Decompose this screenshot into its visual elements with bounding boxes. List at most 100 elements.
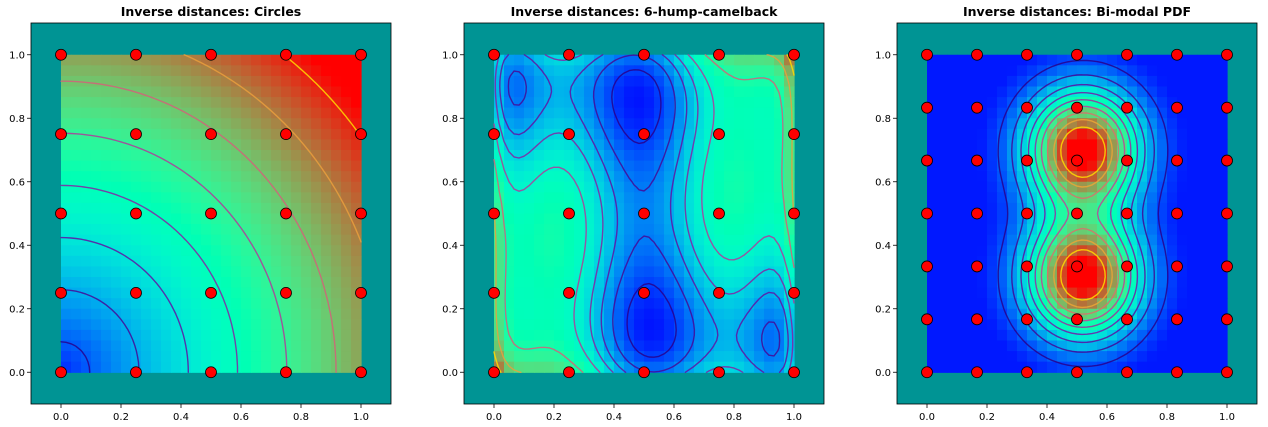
sample-point: [1021, 260, 1033, 273]
heatmap-cell: [71, 361, 82, 373]
heatmap-cell: [534, 361, 545, 373]
heatmap-cell: [704, 287, 715, 299]
heatmap-cell: [694, 277, 705, 289]
heatmap-cell: [1067, 266, 1078, 278]
heatmap-cell: [61, 245, 72, 257]
heatmap-cell: [624, 255, 635, 268]
heatmap-cell: [101, 287, 112, 299]
heatmap-cell: [341, 351, 352, 363]
heatmap-cell: [1097, 277, 1108, 289]
heatmap-cell: [221, 86, 232, 98]
heatmap-cell: [784, 245, 795, 257]
heatmap-cell: [694, 150, 705, 162]
heatmap-cell: [201, 86, 212, 98]
heatmap-cell: [614, 202, 625, 215]
heatmap-cell: [231, 308, 242, 320]
heatmap-cell: [764, 65, 775, 77]
contour-line: [1034, 99, 1132, 328]
heatmap-cell: [977, 351, 988, 363]
heatmap-cell: [1037, 54, 1048, 66]
heatmap-cell: [1217, 107, 1228, 119]
heatmap-cell: [1207, 107, 1218, 119]
heatmap-cell: [1067, 234, 1078, 246]
heatmap-cell: [331, 171, 342, 183]
heatmap-cell: [724, 97, 735, 109]
heatmap-cell: [584, 266, 595, 278]
heatmap-cell: [524, 171, 535, 183]
heatmap-cell: [241, 75, 252, 88]
heatmap-cell: [291, 65, 302, 77]
heatmap-cell: [271, 97, 282, 109]
heatmap-cell: [764, 86, 775, 98]
heatmap-cell: [654, 255, 665, 268]
heatmap-cell: [1207, 65, 1218, 77]
heatmap-cell: [1107, 224, 1118, 236]
heatmap-cell: [947, 128, 958, 141]
heatmap-cell: [1217, 181, 1228, 193]
heatmap-cell: [61, 202, 72, 215]
heatmap-cell: [997, 255, 1008, 268]
heatmap-cell: [201, 160, 212, 172]
heatmap-cell: [504, 245, 515, 257]
heatmap-cell: [331, 245, 342, 257]
heatmap-cell: [1187, 128, 1198, 141]
heatmap-cell: [1177, 107, 1188, 119]
y-tick-label: 0.0: [875, 368, 891, 379]
heatmap-cell: [201, 245, 212, 257]
heatmap-cell: [331, 160, 342, 172]
heatmap-cell: [987, 287, 998, 299]
heatmap-cell: [161, 329, 172, 342]
heatmap-cell: [1147, 298, 1158, 310]
heatmap-cell: [544, 65, 555, 77]
heatmap-cell: [151, 361, 162, 373]
heatmap-cell: [574, 351, 585, 363]
heatmap-cell: [624, 234, 635, 246]
heatmap-cell: [784, 118, 795, 130]
heatmap-cell: [684, 65, 695, 77]
heatmap-cell: [1187, 277, 1198, 289]
heatmap-cell: [211, 351, 222, 363]
heatmap-cell: [331, 277, 342, 289]
heatmap-cell: [141, 234, 152, 246]
heatmap-cell: [131, 308, 142, 320]
heatmap-cell: [1127, 234, 1138, 246]
heatmap-cell: [91, 245, 102, 257]
heatmap-cell: [1087, 139, 1098, 151]
heatmap-cell: [654, 308, 665, 320]
sample-point: [971, 48, 983, 61]
heatmap-cell: [977, 75, 988, 88]
heatmap-cell: [1087, 118, 1098, 130]
heatmap-cell: [1067, 150, 1078, 162]
heatmap-cell: [604, 139, 615, 151]
heatmap-cell: [271, 245, 282, 257]
heatmap-cell: [1147, 139, 1158, 151]
heatmap-cell: [614, 351, 625, 363]
sample-point: [55, 48, 67, 61]
heatmap-cell: [774, 160, 785, 172]
heatmap-cell: [744, 351, 755, 363]
heatmap-cell: [594, 192, 605, 204]
heatmap-cell: [1057, 202, 1068, 215]
heatmap-cell: [554, 86, 565, 98]
heatmap-cell: [1157, 319, 1168, 331]
heatmap-cell: [594, 160, 605, 172]
heatmap-cell: [634, 255, 645, 268]
heatmap-cell: [674, 298, 685, 310]
heatmap-cell: [101, 234, 112, 246]
heatmap-cell: [121, 329, 132, 342]
heatmap-cell: [1197, 75, 1208, 88]
heatmap-cell: [1087, 277, 1098, 289]
heatmap-cell: [131, 224, 142, 236]
heatmap-cell: [694, 234, 705, 246]
heatmap-cell: [181, 277, 192, 289]
heatmap-cell: [654, 118, 665, 130]
heatmap-cell: [734, 75, 745, 88]
heatmap-cell: [644, 308, 655, 320]
heatmap-cell: [81, 75, 92, 88]
heatmap-cell: [957, 54, 968, 66]
heatmap-cell: [957, 277, 968, 289]
heatmap-cell: [351, 75, 362, 88]
heatmap-cell: [1027, 181, 1038, 193]
heatmap-cell: [967, 192, 978, 204]
heatmap-cell: [1017, 329, 1028, 342]
